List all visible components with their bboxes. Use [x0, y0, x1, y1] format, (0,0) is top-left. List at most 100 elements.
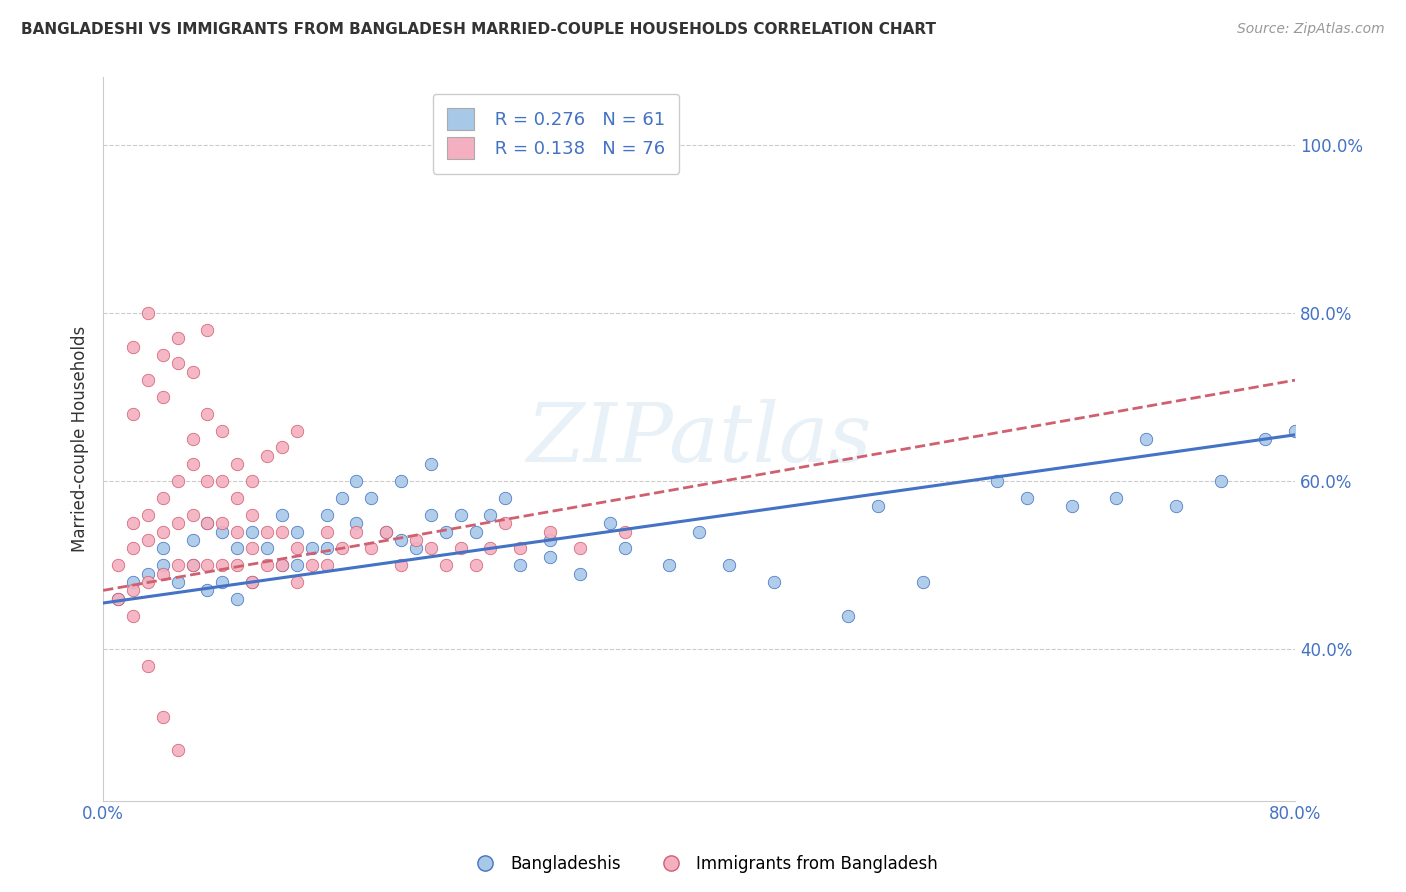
Legend:  R = 0.276   N = 61,  R = 0.138   N = 76: R = 0.276 N = 61, R = 0.138 N = 76 — [433, 94, 679, 174]
Point — [166, 516, 188, 530]
Point — [107, 591, 129, 606]
Point — [389, 533, 412, 547]
Point — [152, 491, 174, 505]
Point — [226, 558, 249, 573]
Point — [271, 441, 294, 455]
Point — [256, 558, 278, 573]
Point — [389, 474, 412, 488]
Point — [360, 541, 382, 556]
Point — [1254, 432, 1277, 446]
Point — [613, 541, 636, 556]
Point — [315, 541, 337, 556]
Point — [226, 591, 249, 606]
Point — [330, 491, 353, 505]
Point — [136, 533, 159, 547]
Point — [450, 541, 472, 556]
Text: BANGLADESHI VS IMMIGRANTS FROM BANGLADESH MARRIED-COUPLE HOUSEHOLDS CORRELATION : BANGLADESHI VS IMMIGRANTS FROM BANGLADES… — [21, 22, 936, 37]
Point — [226, 491, 249, 505]
Point — [136, 508, 159, 522]
Point — [271, 508, 294, 522]
Point — [122, 541, 145, 556]
Point — [271, 524, 294, 539]
Point — [226, 457, 249, 471]
Point — [464, 524, 486, 539]
Point — [613, 524, 636, 539]
Y-axis label: Married-couple Households: Married-couple Households — [72, 326, 89, 552]
Point — [197, 558, 219, 573]
Point — [122, 608, 145, 623]
Point — [762, 574, 785, 589]
Point — [568, 541, 591, 556]
Point — [494, 516, 516, 530]
Point — [375, 524, 398, 539]
Point — [1164, 500, 1187, 514]
Point — [211, 474, 233, 488]
Point — [197, 323, 219, 337]
Point — [717, 558, 740, 573]
Point — [211, 524, 233, 539]
Point — [256, 541, 278, 556]
Legend: Bangladeshis, Immigrants from Bangladesh: Bangladeshis, Immigrants from Bangladesh — [461, 848, 945, 880]
Point — [122, 407, 145, 421]
Point — [538, 549, 561, 564]
Point — [568, 566, 591, 581]
Point — [344, 474, 367, 488]
Point — [599, 516, 621, 530]
Point — [434, 558, 457, 573]
Point — [911, 574, 934, 589]
Point — [197, 583, 219, 598]
Point — [285, 574, 308, 589]
Point — [837, 608, 859, 623]
Text: Source: ZipAtlas.com: Source: ZipAtlas.com — [1237, 22, 1385, 37]
Point — [152, 390, 174, 404]
Point — [166, 474, 188, 488]
Point — [344, 516, 367, 530]
Point — [166, 574, 188, 589]
Point — [122, 516, 145, 530]
Point — [211, 516, 233, 530]
Point — [256, 524, 278, 539]
Point — [226, 524, 249, 539]
Point — [509, 541, 531, 556]
Point — [122, 574, 145, 589]
Point — [197, 516, 219, 530]
Point — [479, 508, 502, 522]
Point — [315, 524, 337, 539]
Point — [330, 541, 353, 556]
Point — [1209, 474, 1232, 488]
Point — [197, 407, 219, 421]
Point — [181, 533, 204, 547]
Point — [136, 659, 159, 673]
Point — [240, 574, 263, 589]
Point — [315, 558, 337, 573]
Point — [166, 331, 188, 345]
Point — [240, 524, 263, 539]
Point — [181, 558, 204, 573]
Point — [136, 574, 159, 589]
Point — [344, 524, 367, 539]
Point — [405, 541, 427, 556]
Point — [538, 533, 561, 547]
Point — [271, 558, 294, 573]
Point — [509, 558, 531, 573]
Point — [136, 306, 159, 320]
Point — [166, 558, 188, 573]
Point — [122, 339, 145, 353]
Point — [301, 558, 323, 573]
Point — [450, 508, 472, 522]
Point — [285, 424, 308, 438]
Point — [285, 541, 308, 556]
Point — [494, 491, 516, 505]
Point — [181, 432, 204, 446]
Point — [256, 449, 278, 463]
Point — [986, 474, 1008, 488]
Point — [197, 516, 219, 530]
Point — [181, 508, 204, 522]
Point — [107, 558, 129, 573]
Point — [181, 365, 204, 379]
Point — [226, 541, 249, 556]
Point — [166, 356, 188, 370]
Point — [240, 541, 263, 556]
Point — [866, 500, 889, 514]
Point — [419, 457, 441, 471]
